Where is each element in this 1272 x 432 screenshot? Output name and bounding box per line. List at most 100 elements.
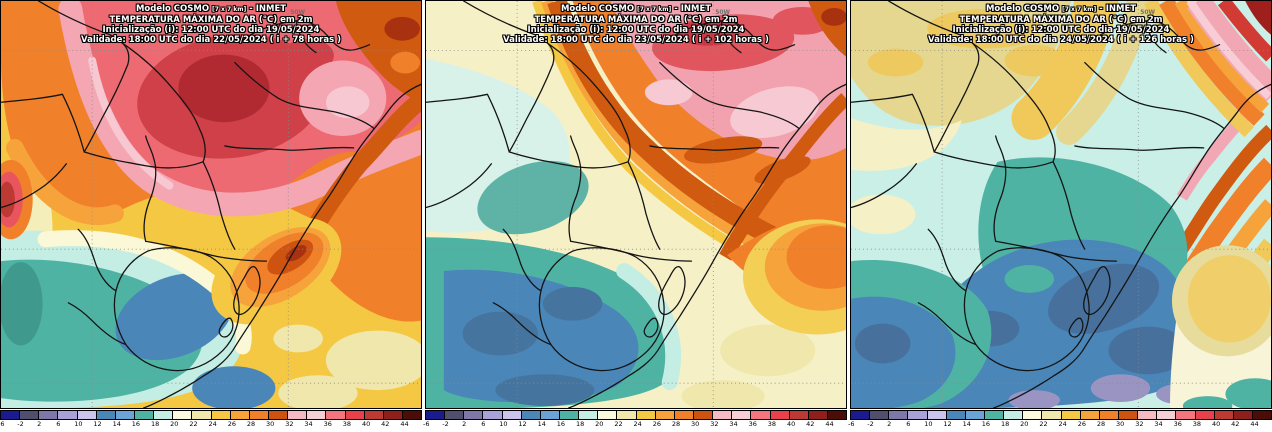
forecast-panel-3: 50W Modelo COSMO [7 x 7 km] - INMET TEMP… bbox=[848, 0, 1272, 432]
colorbar-segment bbox=[464, 411, 484, 419]
colorbar-tick-label: 18 bbox=[575, 420, 585, 428]
colorbar-segment bbox=[20, 411, 40, 419]
colorbar-tick-label: 44 bbox=[1250, 420, 1259, 428]
colorbar-tick-label: 38 bbox=[1192, 420, 1202, 428]
colorbar-segment bbox=[154, 411, 174, 419]
colorbar-segment bbox=[789, 411, 809, 419]
colorbar-segment bbox=[1252, 411, 1272, 419]
colorbar-tick-label: -2 bbox=[442, 420, 449, 428]
colorbar-tick-label: 38 bbox=[767, 420, 777, 428]
meridian-label: 50W bbox=[715, 9, 730, 16]
map-area-2: 50W Modelo COSMO [7 x 7 km] - INMET TEMP… bbox=[425, 0, 847, 409]
colorbar-segment bbox=[345, 411, 365, 419]
colorbar-segment bbox=[402, 411, 422, 419]
colorbar-segment bbox=[1061, 411, 1081, 419]
colorbar-tick-label: -2 bbox=[17, 420, 24, 428]
colorbar-segment bbox=[268, 411, 289, 419]
colorbar-tick-label: 30 bbox=[691, 420, 700, 428]
colorbar-tick-label: 22 bbox=[614, 420, 623, 428]
colorbar-segment bbox=[770, 411, 790, 419]
colorbar-segment bbox=[1233, 411, 1253, 419]
colorbar-segment bbox=[483, 411, 503, 419]
colorbar-segment bbox=[1004, 411, 1024, 419]
temperature-map-1: 50W bbox=[1, 1, 421, 408]
temperature-colorbar-3: -6 -2 2 6 10 12 14 16 18 20 22 24 26 28 30 32 34 36 38 40 42… bbox=[848, 409, 1272, 431]
colorbar-tick-label: 12 bbox=[943, 420, 952, 428]
colorbar-segment bbox=[751, 411, 771, 419]
colorbar-segment bbox=[502, 411, 522, 419]
title-model-line: Modelo COSMO [7 x 7 km] - INMET bbox=[560, 4, 712, 14]
colorbar-tick-label: 22 bbox=[189, 420, 198, 428]
colorbar-segment bbox=[965, 411, 985, 419]
map-title-block-1: Modelo COSMO [7 x 7 km] - INMET TEMPERAT… bbox=[1, 4, 421, 45]
colorbar-segment bbox=[946, 411, 966, 419]
temperature-colorbar-2: -6 -2 2 6 10 12 14 16 18 20 22 24 26 28 30 32 34 36 38 40 42… bbox=[423, 409, 847, 431]
colorbar-segment bbox=[1042, 411, 1062, 419]
colorbar-tick-label: 40 bbox=[786, 420, 796, 428]
colorbar-segment bbox=[889, 411, 909, 419]
title-validity-line: Validade: 18:00 UTC do dia 23/05/2024 ( … bbox=[503, 35, 769, 45]
title-variable-line: TEMPERATURA MÁXIMA DO AR (°C) em 2m bbox=[959, 15, 1163, 25]
colorbar-segment bbox=[249, 411, 269, 419]
colorbar-segment bbox=[383, 411, 403, 419]
title-variable-line: TEMPERATURA MÁXIMA DO AR (°C) em 2m bbox=[534, 15, 738, 25]
colorbar-tick-label: 32 bbox=[1135, 420, 1144, 428]
colorbar-segment bbox=[521, 411, 541, 419]
colorbar-tick-label: 14 bbox=[962, 420, 971, 428]
colorbar-tick-label: -6 bbox=[423, 420, 430, 428]
colorbar-tick-label: 34 bbox=[304, 420, 313, 428]
colorbar-segment bbox=[808, 411, 828, 419]
colorbar-tick-label: 6 bbox=[906, 420, 911, 428]
colorbar-segment bbox=[1, 411, 21, 419]
colorbar-tick-label: 28 bbox=[671, 420, 681, 428]
colorbar-segment bbox=[1214, 411, 1234, 419]
colorbar-segment bbox=[870, 411, 890, 419]
colorbar-segment bbox=[1080, 411, 1100, 419]
colorbar-segment bbox=[927, 411, 947, 419]
colorbar-segment bbox=[851, 411, 871, 419]
colorbar-tick-label: 42 bbox=[381, 420, 390, 428]
forecast-panel-1: 50W Modelo COSMO [7 x 7 km] - INMET TEMP… bbox=[0, 0, 422, 432]
map-area-3: 50W Modelo COSMO [7 x 7 km] - INMET TEMP… bbox=[850, 0, 1272, 409]
colorbar-tick-label: 12 bbox=[518, 420, 527, 428]
colorbar-segment bbox=[134, 411, 155, 419]
colorbar-segment bbox=[1023, 411, 1043, 419]
colorbar-segment bbox=[211, 411, 231, 419]
colorbar-tick-label: 2 bbox=[37, 420, 42, 428]
colorbar-tick-label: 28 bbox=[1096, 420, 1106, 428]
colorbar-segment bbox=[96, 411, 116, 419]
colorbar-tick-label: 32 bbox=[710, 420, 719, 428]
colorbar-segment bbox=[230, 411, 250, 419]
colorbar-tick-label: 26 bbox=[1077, 420, 1086, 428]
title-variable-line: TEMPERATURA MÁXIMA DO AR (°C) em 2m bbox=[109, 15, 313, 25]
colorbar-tick-labels: -6-2261012141618202224262830323436384042… bbox=[0, 420, 422, 430]
colorbar-tick-label: 30 bbox=[1116, 420, 1125, 428]
colorbar-tick-label: 20 bbox=[170, 420, 179, 428]
colorbar-segment bbox=[192, 411, 212, 419]
title-init-line: Inicialização (i): 12:00 UTC do dia 19/0… bbox=[952, 25, 1170, 35]
colorbar-tick-label: 34 bbox=[1154, 420, 1163, 428]
colorbar-tick-label: -6 bbox=[848, 420, 855, 428]
colorbar-tick-label: 26 bbox=[227, 420, 236, 428]
colorbar-tick-label: 2 bbox=[887, 420, 892, 428]
colorbar-tick-label: 40 bbox=[1211, 420, 1221, 428]
colorbar-segment bbox=[77, 411, 97, 419]
colorbar-segment bbox=[598, 411, 618, 419]
colorbar-tick-label: 6 bbox=[56, 420, 61, 428]
colorbar-segment bbox=[58, 411, 78, 419]
title-validity-line: Validade: 18:00 UTC do dia 22/05/2024 ( … bbox=[81, 35, 341, 45]
colorbar-segment bbox=[732, 411, 752, 419]
colorbar-segment bbox=[426, 411, 446, 419]
title-init-line: Inicialização (i): 12:00 UTC do dia 19/0… bbox=[527, 25, 745, 35]
meridian-label: 50W bbox=[290, 9, 305, 16]
colorbar-tick-label: 10 bbox=[74, 420, 83, 428]
colorbar-tick-label: 30 bbox=[266, 420, 275, 428]
colorbar-cells bbox=[850, 410, 1272, 420]
colorbar-tick-label: 24 bbox=[1058, 420, 1067, 428]
colorbar-segment bbox=[559, 411, 580, 419]
map-area-1: 50W Modelo COSMO [7 x 7 km] - INMET TEMP… bbox=[0, 0, 422, 409]
colorbar-segment bbox=[1157, 411, 1177, 419]
